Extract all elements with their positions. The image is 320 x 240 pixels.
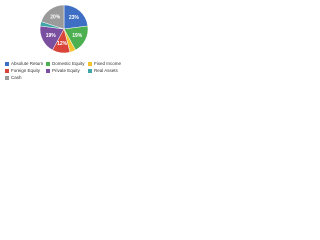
legend-swatch (46, 62, 50, 66)
slice-label: 12% (57, 41, 68, 47)
pie-slice (63, 4, 89, 30)
legend-swatch (88, 62, 92, 66)
legend-swatch (88, 69, 92, 73)
page: {"chart_data": {"type": "pie", "categori… (0, 0, 128, 88)
legend-swatch (5, 69, 9, 73)
slice-label: 20% (50, 14, 61, 20)
slice-label: 19% (46, 33, 57, 39)
legend-label: Cash (11, 75, 22, 80)
legend-swatch (5, 62, 9, 66)
chart: 23%19%12%19%20%Absolute Return Domestic E… (5, 4, 122, 80)
legend-label: Domestic Equity (52, 61, 85, 66)
legend-swatch (5, 76, 9, 80)
legend-label: Fixed Income (94, 61, 122, 66)
legend-label: Absolute Return (11, 61, 44, 66)
slice-label: 23% (69, 15, 80, 21)
legend-label: Real Assets (94, 68, 119, 73)
legend-label: Foreign Equity (11, 68, 41, 73)
legend-label: Private Equity (52, 68, 81, 73)
pie-slice (40, 4, 65, 30)
slice-label: 19% (72, 33, 83, 39)
legend-swatch (46, 69, 50, 73)
